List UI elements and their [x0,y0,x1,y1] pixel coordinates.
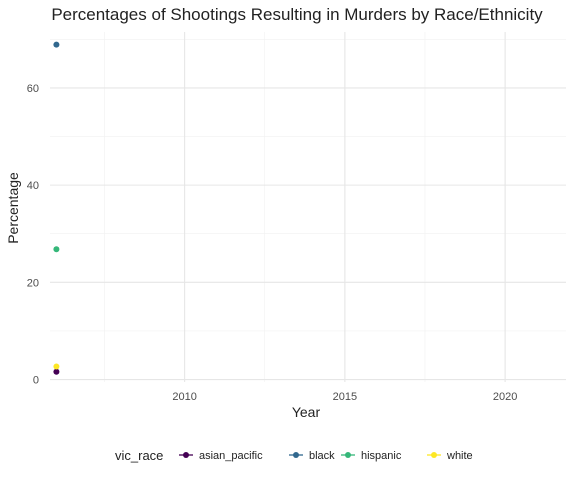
y-axis-title: Percentage [5,172,21,244]
data-points [53,41,60,375]
point-asian_pacific [53,368,60,375]
y-tick-label: 40 [27,180,39,192]
point-hispanic [53,246,60,253]
x-tick-label: 2010 [172,391,196,403]
point-black [53,41,60,48]
legend-label: asian_pacific [199,450,263,462]
y-axis-ticks: 0 20 40 60 [27,83,39,387]
legend-key-white [431,452,437,458]
legend-label: black [309,450,335,462]
legend-label: hispanic [361,450,402,462]
legend-key-hispanic [345,452,351,458]
y-tick-label: 60 [27,83,39,95]
legend-label: white [446,450,473,462]
x-axis-title: Year [292,404,321,420]
point-white [53,363,60,370]
legend-key-black [293,452,299,458]
x-axis-ticks: 2010 2015 2020 [172,391,517,403]
x-tick-label: 2020 [493,391,517,403]
x-tick-label: 2015 [333,391,357,403]
grid [50,32,566,382]
y-tick-label: 0 [33,375,39,387]
legend-key-asian_pacific [183,452,189,458]
legend: vic_race asian_pacific black hispanic white [115,448,473,463]
legend-title: vic_race [115,448,163,463]
y-tick-label: 20 [27,277,39,289]
chart-title: Percentages of Shootings Resulting in Mu… [51,5,543,24]
